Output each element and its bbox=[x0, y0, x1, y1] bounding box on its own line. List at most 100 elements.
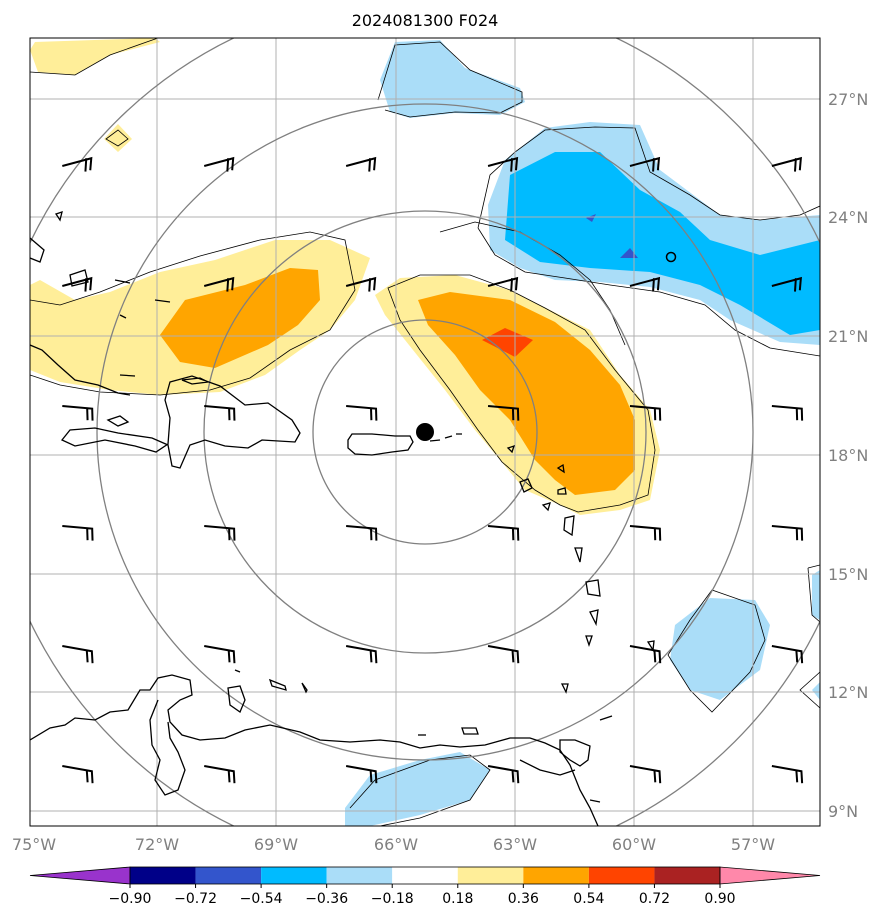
coast-lesser-antilles-2 bbox=[519, 478, 533, 493]
wind-barb bbox=[629, 156, 661, 172]
wind-barb bbox=[487, 765, 520, 784]
coast-curacao bbox=[268, 678, 287, 691]
coast-margarita bbox=[461, 727, 479, 735]
coast-virgin-islands bbox=[429, 433, 462, 442]
wind-barb bbox=[487, 276, 519, 292]
contour-pos-west-core bbox=[160, 268, 320, 368]
coast-grenada bbox=[560, 683, 569, 694]
colorbar-label: −0.36 bbox=[305, 891, 348, 907]
lat-tick-12n: 12°N bbox=[828, 683, 868, 702]
wind-barb bbox=[346, 525, 378, 541]
map-frame bbox=[29, 37, 821, 827]
colorbar-label: −0.90 bbox=[109, 891, 152, 907]
wind-barb bbox=[771, 645, 804, 664]
colorbar-label: −0.54 bbox=[240, 891, 283, 907]
contour-neg-marker2 bbox=[586, 214, 596, 222]
colorbar-segment bbox=[326, 867, 393, 884]
gridlines bbox=[30, 38, 820, 826]
colorbar-label: 0.18 bbox=[442, 891, 473, 907]
wind-barb bbox=[629, 405, 662, 421]
range-ring-1 bbox=[312, 319, 538, 545]
contour-pos-east-core bbox=[418, 292, 635, 495]
colorbar-label: 0.90 bbox=[704, 891, 735, 907]
wind-barb bbox=[345, 645, 378, 664]
coast-lesser-antilles-6 bbox=[563, 515, 575, 537]
wind-barb bbox=[487, 645, 520, 664]
wind-barb bbox=[487, 156, 519, 172]
lat-tick-18n: 18°N bbox=[828, 446, 868, 465]
coast-bahamas-6 bbox=[154, 299, 171, 303]
coast-lesser-antilles-8 bbox=[585, 579, 601, 597]
wind-barb bbox=[203, 156, 235, 172]
lat-tick-15n: 15°N bbox=[828, 565, 868, 584]
wind-barb bbox=[62, 276, 93, 292]
lon-tick-63w: 63°W bbox=[493, 835, 537, 854]
colorbar-extension-max bbox=[719, 866, 821, 885]
contour-pos-small bbox=[104, 124, 132, 152]
coast-bahamas-4 bbox=[114, 279, 131, 284]
contour-neg-east-edge bbox=[812, 570, 820, 620]
coast-bahamas-5 bbox=[119, 314, 127, 319]
lat-tick-labels: 27°N 24°N 21°N 18°N 15°N 12°N 9°N bbox=[828, 90, 868, 821]
wind-barb bbox=[345, 276, 377, 292]
coast-lesser-antilles-9 bbox=[589, 609, 599, 627]
coast-tortuga bbox=[181, 377, 211, 385]
circle-marker bbox=[665, 251, 677, 263]
colorbar-label: 0.54 bbox=[573, 891, 604, 907]
wind-barb bbox=[204, 405, 236, 421]
wind-barb bbox=[62, 405, 94, 421]
wind-barb bbox=[62, 525, 94, 541]
coast-bahamas-3 bbox=[54, 211, 63, 222]
range-ring-2 bbox=[203, 210, 647, 654]
wind-barbs bbox=[62, 156, 804, 784]
coast-bahamas-1 bbox=[69, 269, 89, 287]
colorbar-label: −0.18 bbox=[371, 891, 414, 907]
lon-tick-66w: 66°W bbox=[374, 835, 418, 854]
contour-neg-southeast bbox=[670, 598, 770, 700]
range-rings bbox=[30, 38, 820, 826]
wind-barb bbox=[346, 405, 378, 421]
wind-barb bbox=[204, 765, 236, 784]
contour-neg-south bbox=[345, 752, 490, 826]
contour-pos-east-peak bbox=[482, 328, 533, 357]
lat-tick-21n: 21°N bbox=[828, 327, 868, 346]
colorbar-extension-min bbox=[29, 866, 131, 885]
lon-tick-labels: 75°W 72°W 69°W 66°W 63°W 60°W 57°W bbox=[12, 835, 775, 854]
contour-neg-northeast-core bbox=[505, 152, 820, 335]
storm-center-dot bbox=[416, 423, 434, 441]
wind-barb bbox=[771, 765, 804, 784]
coast-lesser-antilles-7 bbox=[574, 547, 583, 563]
wind-barb bbox=[345, 765, 378, 784]
lon-tick-72w: 72°W bbox=[135, 835, 179, 854]
lon-tick-57w: 57°W bbox=[731, 835, 775, 854]
coast-aruba bbox=[234, 669, 241, 673]
lat-tick-27n: 27°N bbox=[828, 90, 868, 109]
wind-barb bbox=[62, 156, 93, 172]
coastlines bbox=[30, 211, 655, 826]
colorbar-segment bbox=[261, 867, 327, 884]
wind-barb bbox=[345, 156, 377, 172]
map-panel bbox=[30, 38, 820, 826]
coast-tobago bbox=[599, 715, 613, 721]
wind-barb bbox=[771, 405, 804, 421]
colorbar: −0.90 −0.72 −0.54 −0.36 −0.18 0.18 0.36 0.54 0.7… bbox=[29, 866, 821, 907]
wind-barb bbox=[629, 765, 662, 784]
contour-neg-east-edge2 bbox=[812, 682, 820, 700]
colorbar-segment bbox=[588, 867, 655, 884]
range-ring-3 bbox=[96, 103, 754, 761]
colorbar-segment bbox=[654, 867, 720, 884]
coast-south-america bbox=[30, 674, 599, 826]
lon-tick-69w: 69°W bbox=[254, 835, 298, 854]
colorbar-label: −0.72 bbox=[174, 891, 217, 907]
coast-lesser-antilles-1 bbox=[506, 444, 516, 454]
lat-tick-24n: 24°N bbox=[828, 208, 868, 227]
wind-barb bbox=[62, 765, 94, 784]
wind-barb bbox=[62, 645, 94, 664]
wind-barb bbox=[487, 525, 520, 541]
coast-cuba bbox=[30, 344, 131, 396]
wind-barb bbox=[204, 525, 236, 541]
colorbar-segment bbox=[130, 867, 196, 884]
coast-jamaica-area bbox=[106, 415, 130, 427]
coast-bonaire bbox=[301, 682, 308, 694]
